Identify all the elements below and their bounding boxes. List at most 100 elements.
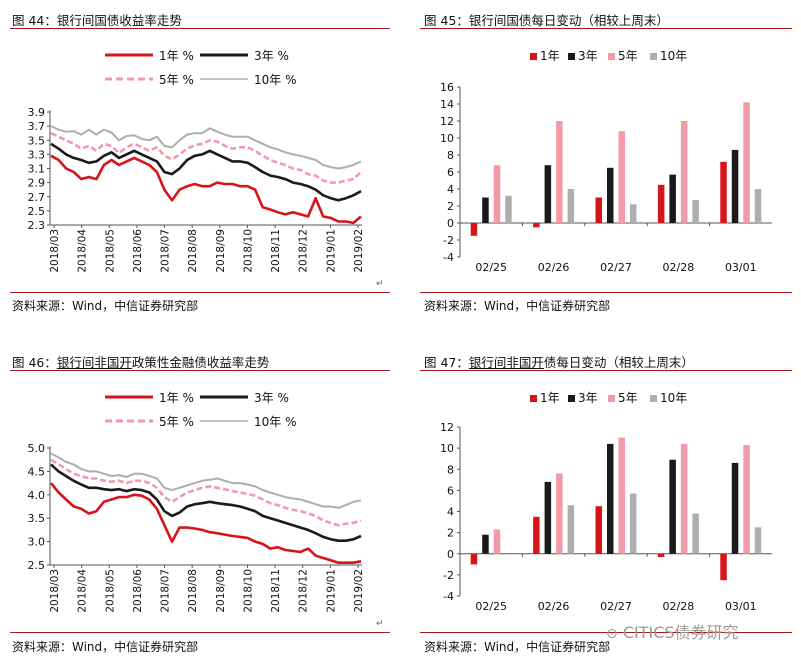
legend-label-y5: 5年 bbox=[618, 391, 638, 405]
legend-label-y5: 5年 % bbox=[159, 415, 194, 429]
legend-label-y3: 3年 % bbox=[254, 49, 289, 63]
x-tick-label: 2018/09 bbox=[215, 229, 227, 273]
y-tick-label: 3.3 bbox=[28, 148, 46, 161]
bar-y1-03-01 bbox=[720, 553, 727, 581]
x-tick-label: 02/28 bbox=[663, 600, 695, 613]
y-tick-label: 3.5 bbox=[28, 512, 46, 525]
y-tick-label: 2.9 bbox=[28, 177, 46, 190]
bar-y10-02-26 bbox=[567, 505, 575, 554]
y-tick-label: 3.0 bbox=[28, 536, 46, 549]
watermark: ⊙ CITICS债券研究 bbox=[606, 619, 739, 643]
legend-label-y5: 5年 bbox=[618, 49, 638, 63]
x-tick-label: 02/25 bbox=[475, 261, 507, 274]
bar-y10-02-28 bbox=[692, 513, 699, 554]
chart-46-title-prefix: 图 46： bbox=[12, 355, 57, 370]
x-tick-label: 02/25 bbox=[475, 600, 507, 613]
y-tick-label: 12 bbox=[440, 421, 454, 434]
chart-46-title-rest: 政策性金融债收益率走势 bbox=[131, 355, 270, 370]
bar-y1-02-28 bbox=[657, 553, 665, 557]
x-tick-label: 02/27 bbox=[600, 261, 632, 274]
bar-y3-02-25 bbox=[482, 197, 489, 223]
legend-swatch-y5 bbox=[608, 395, 615, 402]
chart-47-title-rule bbox=[420, 370, 792, 371]
x-tick-label: 2018/08 bbox=[187, 229, 199, 273]
chart-47-title: 图 47：银行间非国开债每日变动（相较上周末） bbox=[424, 352, 694, 371]
bar-y5-02-25 bbox=[493, 165, 501, 223]
y-tick-label: 4 bbox=[447, 183, 454, 196]
bar-y1-02-25 bbox=[470, 223, 478, 236]
bar-y1-02-26 bbox=[533, 516, 540, 554]
x-tick-label: 2018/10 bbox=[242, 229, 254, 273]
y-tick-label: 3.7 bbox=[28, 120, 46, 133]
x-tick-label: 2018/09 bbox=[215, 569, 227, 613]
bar-y10-02-25 bbox=[505, 195, 512, 223]
bar-y3-03-01 bbox=[731, 462, 739, 554]
chart-46-title-rule bbox=[10, 370, 390, 371]
bar-y5-02-27 bbox=[618, 131, 625, 223]
y-tick-label: 8 bbox=[447, 463, 454, 476]
x-tick-label: 2019/02 bbox=[353, 569, 365, 613]
series-line-y10 bbox=[50, 452, 362, 509]
legend-swatch-y10 bbox=[650, 395, 657, 402]
chart-47-bottom-rule bbox=[420, 632, 792, 633]
legend-label-y3: 3年 bbox=[578, 391, 598, 405]
x-tick-label: 2018/07 bbox=[160, 569, 172, 613]
y-tick-label: 3.1 bbox=[28, 163, 46, 176]
chart-44-source: 资料来源：Wind，中信证券研究部 bbox=[12, 299, 199, 313]
chart-44-bottom-rule bbox=[10, 292, 390, 293]
y-tick-label: 2 bbox=[447, 200, 454, 213]
legend-label-y1: 1年 bbox=[540, 49, 560, 63]
x-tick-label: 2018/06 bbox=[132, 569, 144, 613]
x-tick-label: 02/26 bbox=[538, 261, 570, 274]
chart-45: 1年 3年 5年 10年 16 14 12 10 8 6 4 2 0 -2 -4 02/25 02/26 02/2… bbox=[440, 49, 772, 274]
bar-y3-02-28 bbox=[669, 459, 676, 554]
bar-y3-02-26 bbox=[544, 481, 552, 554]
y-tick-label: -2 bbox=[443, 569, 454, 582]
y-tick-label: 16 bbox=[440, 81, 454, 94]
y-tick-label: -2 bbox=[443, 234, 454, 247]
bar-y10-02-27 bbox=[630, 204, 637, 223]
legend-label-y10: 10年 bbox=[660, 49, 687, 63]
series-line-y5 bbox=[50, 458, 362, 527]
series-line-y5 bbox=[50, 132, 362, 184]
bar-y5-02-28 bbox=[680, 121, 688, 223]
chart-47-title-rest: 债每日变动（相较上周末） bbox=[543, 355, 694, 370]
y-tick-label: 5.0 bbox=[28, 442, 46, 455]
y-tick-label: 10 bbox=[440, 442, 454, 455]
legend-label-y1: 1年 % bbox=[159, 49, 194, 63]
chart-46: 1年 % 3年 %5年 % 10年 %5.04.54.03.53.02.52018/… bbox=[28, 391, 366, 613]
y-tick-label: 8 bbox=[447, 149, 454, 162]
watermark-text: CITICS债券研究 bbox=[622, 623, 739, 642]
chart-45-source: 资料来源：Wind，中信证券研究部 bbox=[424, 299, 611, 313]
x-tick-label: 2018/12 bbox=[298, 229, 310, 273]
legend-swatch-y3 bbox=[568, 395, 575, 402]
bar-y1-02-27 bbox=[595, 506, 602, 554]
bar-y5-03-01 bbox=[743, 445, 750, 554]
x-tick-label: 2018/08 bbox=[187, 569, 199, 613]
bar-y3-02-25 bbox=[482, 534, 489, 554]
chart-46-bottom-rule bbox=[10, 632, 390, 633]
bar-y1-02-27 bbox=[595, 197, 602, 223]
bar-y5-02-25 bbox=[493, 529, 501, 554]
bar-y1-02-25 bbox=[470, 553, 478, 565]
bar-y1-03-01 bbox=[720, 161, 727, 223]
chart-46-paragraph-mark: ↵ bbox=[376, 619, 384, 629]
chart-45-bottom-rule bbox=[420, 292, 792, 293]
bar-y10-03-01 bbox=[754, 527, 762, 554]
x-tick-label: 02/28 bbox=[663, 261, 695, 274]
legend-swatch-y10 bbox=[650, 53, 657, 60]
chart-44-title-rule bbox=[10, 28, 390, 29]
x-tick-label: 2018/03 bbox=[49, 229, 61, 273]
y-tick-label: 0 bbox=[447, 548, 454, 561]
x-tick-label: 2018/05 bbox=[104, 569, 116, 613]
x-tick-label: 2018/06 bbox=[132, 229, 144, 273]
x-tick-label: 2018/11 bbox=[270, 229, 282, 273]
legend-swatch-y5 bbox=[608, 53, 615, 60]
bar-y3-02-27 bbox=[607, 443, 614, 554]
series-line-y3 bbox=[50, 142, 362, 202]
x-tick-label: 2019/01 bbox=[325, 229, 337, 273]
y-tick-label: 3.5 bbox=[28, 134, 46, 147]
legend-swatch-y1 bbox=[530, 53, 537, 60]
wechat-icon: ⊙ bbox=[606, 626, 618, 642]
x-tick-label: 2019/02 bbox=[353, 229, 365, 273]
